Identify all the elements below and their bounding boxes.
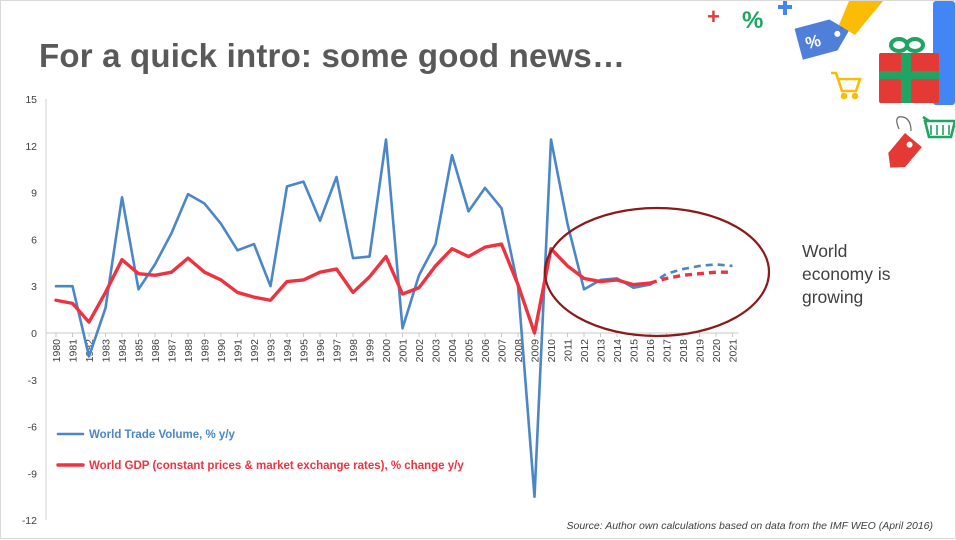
annotation-line: growing [802, 287, 864, 307]
x-tick-label: 2016 [645, 339, 657, 363]
slide-title: For a quick intro: some good news… [39, 37, 626, 74]
x-tick-label: 1997 [332, 339, 344, 363]
x-tick-label: 2011 [563, 339, 575, 362]
percent-icon: % [742, 7, 763, 34]
x-tick-label: 2006 [480, 339, 492, 363]
decorative-icons: + % % [701, 1, 956, 181]
x-tick-label: 1985 [134, 339, 146, 363]
x-tick-label: 2013 [596, 339, 608, 363]
x-tick-label: 1996 [315, 339, 327, 363]
plus-icon: + [707, 4, 720, 29]
x-tick-label: 2020 [711, 339, 723, 363]
x-tick-label: 1992 [249, 339, 261, 363]
y-tick-label: -12 [22, 515, 37, 527]
x-tick-label: 2005 [464, 339, 476, 363]
x-tick-label: 1989 [200, 339, 212, 363]
blue-plus-icon [778, 1, 792, 15]
price-tag-icon: % [794, 19, 849, 60]
x-tick-label: 1994 [282, 339, 294, 363]
y-tick-label: 12 [25, 141, 37, 153]
x-tick-label: 1998 [348, 339, 360, 363]
annotation-line: World [802, 241, 848, 261]
y-tick-label: 3 [31, 281, 37, 293]
annotation-text: World economy is growing [802, 240, 932, 309]
x-tick-label: 2018 [678, 339, 690, 363]
x-tick-label: 2004 [447, 339, 459, 363]
y-tick-label: -9 [28, 468, 37, 480]
y-tick-label: 0 [31, 328, 37, 340]
x-tick-label: 2014 [612, 339, 624, 363]
x-tick-label: 2009 [530, 339, 542, 363]
x-tick-label: 1981 [68, 339, 80, 363]
y-tick-label: -3 [28, 375, 37, 387]
y-tick-label: 15 [25, 94, 37, 106]
y-tick-label: 9 [31, 188, 37, 200]
gift-icon [879, 37, 939, 103]
x-tick-label: 1983 [101, 339, 113, 363]
x-tick-label: 2000 [381, 339, 393, 363]
y-tick-label: -6 [28, 422, 37, 434]
x-tick-label: 2007 [497, 339, 509, 363]
x-tick-label: 1988 [183, 339, 195, 363]
x-tick-label: 1980 [51, 339, 63, 363]
x-tick-label: 1995 [299, 339, 311, 363]
x-tick-label: 2017 [662, 339, 674, 363]
x-tick-label: 2002 [414, 339, 426, 363]
shopping-decor-icon: + % % [707, 1, 956, 168]
x-tick-label: 2021 [728, 339, 740, 363]
series-line-gdp [54, 242, 652, 335]
x-tick-label: 1990 [216, 339, 228, 363]
source-note: Source: Author own calculations based on… [566, 520, 933, 532]
x-tick-label: 2001 [398, 339, 410, 363]
cart-icon [831, 71, 862, 100]
series-forecast-gdp [649, 270, 733, 285]
red-tag-icon [888, 133, 922, 168]
basket-icon [922, 115, 956, 139]
x-tick-label: 2012 [579, 339, 591, 363]
y-tick-label: 6 [31, 234, 37, 246]
x-tick-label: 2010 [546, 339, 558, 363]
x-tick-label: 1991 [233, 339, 245, 363]
legend-label: World Trade Volume, % y/y [89, 429, 236, 441]
x-tick-label: 1984 [117, 339, 129, 363]
x-tick-label: 1993 [266, 339, 278, 363]
series-forecast-trade [649, 263, 733, 286]
x-tick-label: 2015 [629, 339, 641, 363]
x-tick-label: 2003 [431, 339, 443, 363]
annotation-line: economy is [802, 264, 891, 284]
series-line-trade [54, 138, 652, 499]
highlight-ellipse [543, 206, 771, 338]
tag-percent-text: % [803, 31, 823, 53]
x-tick-label: 1987 [167, 339, 179, 363]
x-tick-label: 2019 [695, 339, 707, 363]
x-tick-label: 1999 [365, 339, 377, 363]
x-tick-label: 1986 [150, 339, 162, 363]
legend-label: World GDP (constant prices & market exch… [89, 460, 464, 472]
